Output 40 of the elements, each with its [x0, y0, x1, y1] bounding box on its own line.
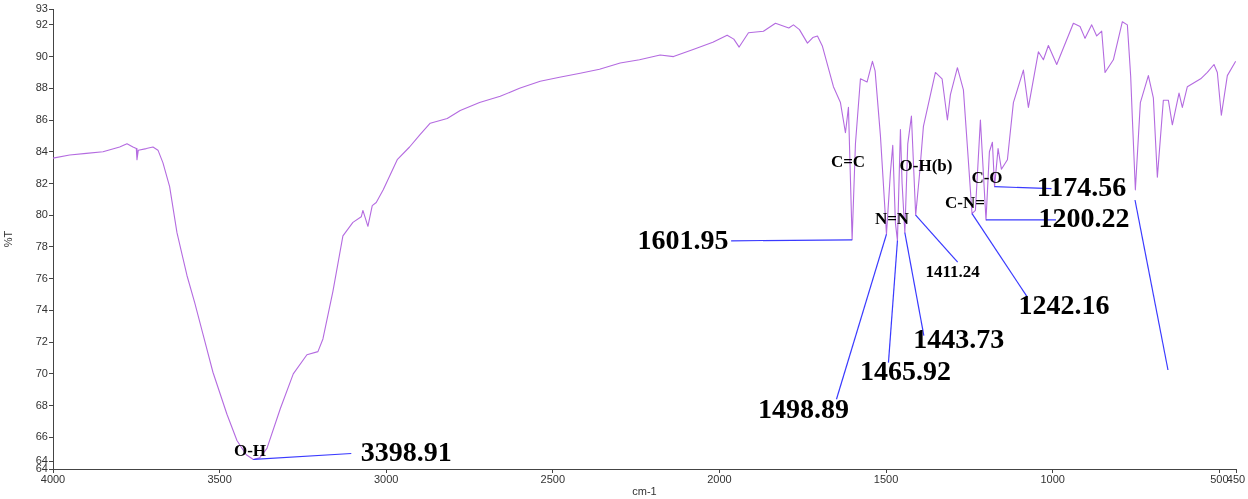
y-tick-label: 84 — [35, 144, 48, 157]
y-tick-label: 80 — [35, 208, 48, 221]
annotation: 1242.16 — [1018, 288, 1110, 320]
y-tick-label: 72 — [35, 335, 48, 348]
annotation: C-O — [971, 168, 1003, 188]
y-tick-label: 68 — [35, 398, 48, 411]
x-tick-label: 3500 — [207, 472, 232, 485]
annotation: 1498.89 — [757, 393, 849, 425]
annotation: 1174.56 — [1036, 170, 1127, 202]
y-tick-label: 93 — [35, 2, 48, 15]
x-tick-label: 1500 — [873, 472, 899, 485]
annotation: 1200.22 — [1038, 202, 1130, 234]
y-axis-title: %T — [1, 230, 14, 248]
annotation: 1411.24 — [925, 261, 981, 281]
x-tick-label: 1000 — [1040, 472, 1065, 485]
y-tick-label: 92 — [35, 17, 48, 30]
x-tick-label: 450 — [1226, 472, 1246, 485]
annotation: 1465.92 — [859, 354, 951, 386]
y-tick-label: 70 — [35, 366, 48, 379]
x-tick-label: 3000 — [374, 472, 399, 485]
x-tick-label: 2000 — [707, 472, 732, 485]
annotation: 3398.91 — [360, 435, 452, 467]
y-tick-label: 82 — [35, 176, 48, 189]
x-tick-label: 4000 — [40, 472, 66, 485]
annotation: 1601.95 — [637, 224, 729, 256]
y-tick-label: 86 — [35, 113, 48, 126]
annotation: O-H — [233, 441, 267, 461]
y-tick-label: 88 — [35, 81, 48, 94]
x-tick-label: 2500 — [540, 472, 566, 485]
annotation: O-H(b) — [899, 156, 953, 176]
annotation: C=C — [830, 152, 866, 172]
y-tick-label: 66 — [35, 430, 48, 443]
annotation: C-N= — [945, 193, 985, 213]
y-tick-label: 78 — [35, 239, 48, 252]
annotation: 1443.73 — [913, 322, 1005, 354]
y-tick-label: 90 — [35, 49, 48, 62]
y-tick-label: 76 — [35, 271, 48, 284]
y-tick-label: 74 — [35, 303, 48, 316]
x-axis-title: cm-1 — [632, 485, 657, 498]
x-tick-label: 500 — [1210, 472, 1229, 485]
